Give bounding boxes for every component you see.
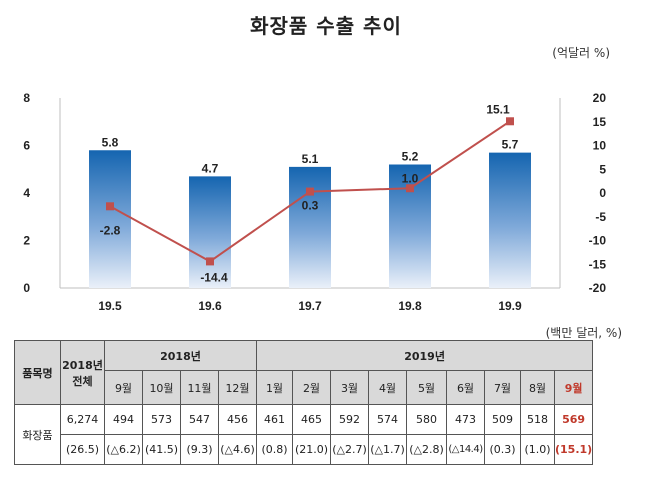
right-tick-label: 5	[599, 162, 606, 176]
growth-point	[106, 202, 114, 211]
x-tick-label: 19.7	[298, 299, 322, 313]
growth-point	[406, 184, 414, 193]
month-header-2019: 5월	[406, 370, 447, 405]
export-table: 품목명 2018년 전체 2018년 2019년 9월 10월 11월 12월 1월 2월…	[14, 340, 594, 465]
bar-value-label: 5.8	[102, 135, 119, 149]
left-tick-label: 2	[23, 234, 30, 248]
growth-cell-2019: (△1.7)	[368, 434, 407, 465]
bar	[189, 176, 231, 288]
month-header-2019: 9월	[553, 370, 594, 405]
month-header-2018: 9월	[104, 370, 143, 405]
value-cell-2019: 580	[406, 404, 447, 435]
month-header-2019: 3월	[330, 370, 369, 405]
growth-cell-2019: (21.0)	[292, 434, 331, 465]
right-tick-label: 0	[599, 186, 606, 200]
total-header-year: 2018년	[62, 358, 103, 372]
bar	[89, 150, 131, 288]
value-cell-2018: 547	[180, 404, 219, 435]
left-tick-label: 0	[23, 281, 30, 295]
month-header-2019: 7월	[484, 370, 521, 405]
item-header: 품목명	[14, 340, 61, 405]
growth-cell-2018: (41.5)	[142, 434, 181, 465]
growth-point	[306, 187, 314, 196]
growth-value-label: 1.0	[402, 171, 419, 185]
year-2018-header: 2018년	[104, 340, 257, 371]
growth-cell-2019: (0.8)	[256, 434, 293, 465]
growth-cell-2018: (△4.6)	[218, 434, 257, 465]
growth-cell-2019: (15.1)	[553, 434, 594, 465]
month-header-2018: 12월	[218, 370, 257, 405]
month-header-2019: 4월	[368, 370, 407, 405]
combo-chart: 0 2 4 6 8 -20 -15 -10 -5 0 5 10 15 20 5.8 4.7 5.1 5.2 5.7 1…	[23, 91, 607, 313]
x-tick-label: 19.5	[98, 299, 122, 313]
growth-cell-2019: (△2.7)	[330, 434, 369, 465]
total-growth-cell: (26.5)	[60, 434, 105, 465]
bar-value-label: 5.7	[502, 138, 519, 152]
growth-value-label: -2.8	[100, 223, 121, 237]
month-header-2018: 10월	[142, 370, 181, 405]
value-cell-2018: 573	[142, 404, 181, 435]
left-tick-label: 8	[23, 91, 30, 105]
left-tick-label: 4	[23, 186, 30, 200]
right-tick-label: -20	[589, 281, 607, 295]
growth-value-label: 15.1	[486, 102, 510, 116]
month-header-2019: 6월	[446, 370, 485, 405]
bar	[289, 166, 331, 288]
growth-value-label: 0.3	[302, 199, 319, 213]
left-tick-label: 6	[23, 139, 30, 153]
right-tick-label: -5	[595, 210, 606, 224]
growth-cell-2019: (△14.4)	[446, 434, 485, 465]
right-tick-label: 20	[593, 91, 607, 105]
chart-unit-label: (억달러 %)	[552, 46, 610, 60]
growth-point	[506, 117, 514, 126]
growth-cell-2019: (1.0)	[520, 434, 555, 465]
growth-cell-2019: (0.3)	[484, 434, 521, 465]
growth-point	[206, 257, 214, 266]
table-unit-label: (백만 달러, %)	[545, 326, 622, 340]
value-cell-2019: 569	[553, 404, 594, 435]
x-tick-label: 19.6	[198, 299, 222, 313]
chart-title: 화장품 수출 추이	[250, 14, 402, 38]
growth-cell-2019: (△2.8)	[406, 434, 447, 465]
right-tick-label: 15	[593, 115, 607, 129]
total-header-label: 전체	[72, 374, 93, 388]
value-cell-2019: 518	[520, 404, 555, 435]
total-value-cell: 6,274	[60, 404, 105, 435]
x-tick-label: 19.9	[498, 299, 522, 313]
bar-value-label: 4.7	[202, 161, 219, 175]
growth-cell-2018: (△6.2)	[104, 434, 143, 465]
value-cell-2019: 473	[446, 404, 485, 435]
month-header-2019: 1월	[256, 370, 293, 405]
value-cell-2019: 509	[484, 404, 521, 435]
month-header-2018: 11월	[180, 370, 219, 405]
value-cell-2018: 494	[104, 404, 143, 435]
right-tick-label: 10	[593, 139, 607, 153]
year-2019-header: 2019년	[255, 340, 594, 371]
growth-cell-2018: (9.3)	[180, 434, 219, 465]
month-header-2019: 2월	[292, 370, 331, 405]
total-header: 2018년 전체	[60, 340, 105, 405]
value-cell-2019: 465	[292, 404, 331, 435]
value-cell-2019: 574	[368, 404, 407, 435]
right-tick-label: -10	[589, 234, 607, 248]
bar-value-label: 5.1	[302, 152, 319, 166]
bar-value-label: 5.2	[402, 150, 419, 164]
month-header-2019: 8월	[520, 370, 555, 405]
right-tick-label: -15	[589, 257, 607, 271]
growth-value-label: -14.4	[200, 270, 228, 284]
value-cell-2019: 461	[256, 404, 293, 435]
item-name-cell: 화장품	[14, 404, 61, 465]
x-tick-label: 19.8	[398, 299, 422, 313]
value-cell-2019: 592	[330, 404, 369, 435]
bar	[489, 152, 531, 288]
value-cell-2018: 456	[218, 404, 257, 435]
